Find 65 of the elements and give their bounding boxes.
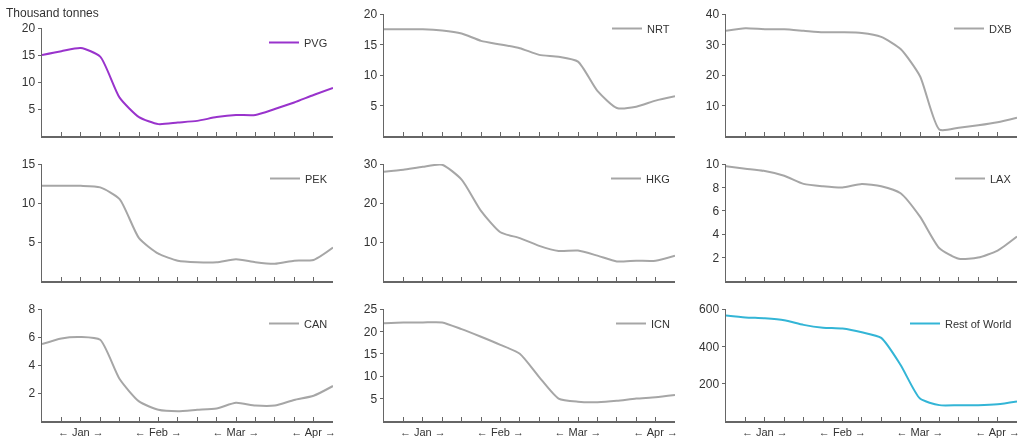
x-tick-label: ← Feb →: [476, 425, 524, 438]
x-tick-label: ← Jan →: [741, 425, 788, 438]
y-tick-label: 15: [21, 48, 36, 63]
legend-label: ICN: [651, 317, 670, 330]
y-tick-label: 10: [363, 369, 378, 384]
x-tick-label: ← Apr →: [633, 425, 678, 438]
line-series: [726, 165, 1017, 261]
y-tick-label: 25: [363, 302, 378, 317]
y-tick-label: 6: [28, 330, 36, 345]
line-series: [42, 335, 333, 413]
y-tick-label: 10: [21, 75, 36, 90]
y-tick-label: 2: [28, 386, 36, 401]
y-tick-label: 30: [363, 157, 378, 172]
y-tick-label: 5: [28, 102, 36, 117]
y-tick-label: 20: [21, 21, 36, 36]
x-tick-label: ← Mar →: [896, 425, 944, 438]
y-tick-label: 15: [363, 37, 378, 52]
y-tick-label: 10: [705, 157, 720, 172]
y-tick-label: 20: [363, 7, 378, 22]
y-tick-label: 600: [699, 302, 720, 317]
y-tick-label: 30: [705, 37, 720, 52]
legend-label: HKG: [646, 172, 670, 185]
x-tick-label: ← Jan →: [399, 425, 446, 438]
x-tick-label: ← Feb →: [134, 425, 182, 438]
y-tick-label: 5: [370, 391, 378, 406]
y-tick-label: 20: [705, 68, 720, 83]
text: Thousand tonnes: [6, 6, 99, 20]
y-tick-label: 2: [712, 250, 720, 265]
x-tick-label: ← Mar →: [212, 425, 260, 438]
y-tick-label: 20: [363, 324, 378, 339]
y-tick-label: 10: [705, 98, 720, 113]
x-tick-label: ← Apr →: [975, 425, 1020, 438]
y-tick-label: 5: [28, 235, 36, 250]
y-tick-label: 15: [21, 157, 36, 172]
legend-label: DXB: [989, 22, 1012, 35]
y-tick-label: 8: [28, 302, 36, 317]
y-tick-label: 400: [699, 339, 720, 354]
y-tick-label: 4: [28, 358, 36, 373]
y-tick-label: 10: [363, 68, 378, 83]
line-series: [384, 164, 675, 263]
y-tick-label: 4: [712, 227, 720, 242]
y-tick-label: 10: [21, 196, 36, 211]
line-series: [726, 27, 1017, 132]
x-tick-label: ← Mar →: [554, 425, 602, 438]
legend-label: LAX: [990, 172, 1012, 185]
legend-label: NRT: [647, 22, 670, 35]
y-tick-label: 10: [363, 235, 378, 250]
y-tick-label: 40: [705, 7, 720, 22]
line-series: [42, 46, 333, 126]
legend-label: PVG: [304, 36, 328, 49]
line-series: [726, 314, 1017, 407]
line-series: [384, 321, 675, 404]
y-tick-label: 5: [370, 98, 378, 113]
x-tick-label: ← Apr →: [291, 425, 336, 438]
y-tick-label: 6: [712, 204, 720, 218]
legend-label: PEK: [305, 172, 328, 185]
legend-label: CAN: [304, 317, 328, 330]
y-tick-label: 8: [712, 180, 720, 195]
y-tick-label: 15: [363, 347, 378, 361]
x-tick-label: ← Jan →: [57, 425, 104, 438]
legend-label: Rest of World: [945, 317, 1012, 330]
line-series: [42, 184, 333, 265]
x-tick-label: ← Feb →: [818, 425, 866, 438]
y-tick-label: 20: [363, 196, 378, 211]
y-tick-label: 200: [699, 376, 720, 391]
